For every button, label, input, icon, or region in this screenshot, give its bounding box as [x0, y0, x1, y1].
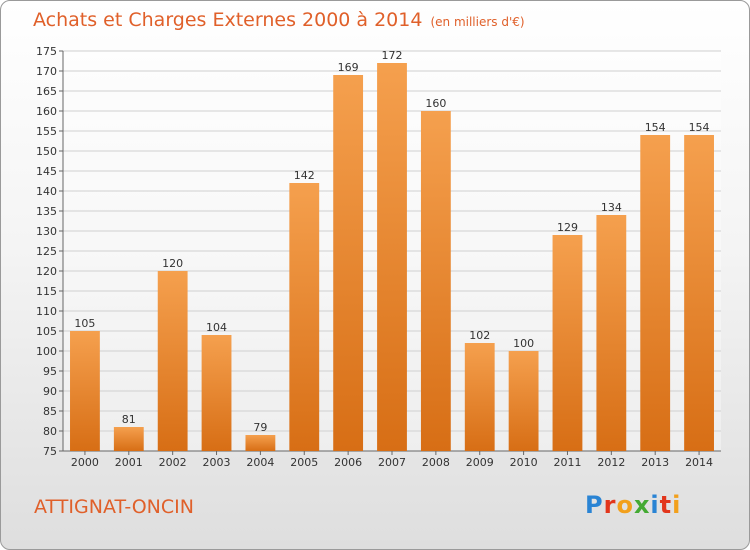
x-tick-label: 2001: [115, 456, 143, 469]
bar: [377, 63, 407, 451]
bar-value-label: 154: [689, 121, 710, 134]
bar-value-label: 102: [469, 329, 490, 342]
bar-value-label: 142: [294, 169, 315, 182]
bar-value-label: 160: [425, 97, 446, 110]
bar: [552, 235, 583, 451]
x-tick-label: 2010: [510, 456, 538, 469]
bar-value-label: 104: [206, 321, 227, 334]
bar-value-label: 81: [122, 413, 136, 426]
bar: [289, 183, 320, 451]
x-tick-label: 2012: [597, 456, 625, 469]
x-tick-label: 2013: [641, 456, 669, 469]
y-tick-label: 115: [36, 285, 57, 298]
x-tick-label: 2002: [159, 456, 187, 469]
y-tick-label: 130: [36, 225, 57, 238]
bar-value-label: 169: [338, 61, 359, 74]
bar: [508, 351, 539, 451]
y-tick-label: 150: [36, 145, 57, 158]
bar: [245, 435, 276, 451]
bar-value-label: 134: [601, 201, 622, 214]
x-tick-label: 2009: [466, 456, 494, 469]
bar: [464, 343, 495, 451]
y-tick-label: 140: [36, 185, 57, 198]
bar-value-label: 172: [382, 49, 403, 62]
y-tick-label: 125: [36, 245, 57, 258]
logo-letter: i: [672, 491, 682, 519]
y-tick-label: 120: [36, 265, 57, 278]
x-tick-label: 2005: [290, 456, 318, 469]
y-tick-label: 80: [43, 425, 57, 438]
y-tick-label: 95: [43, 365, 57, 378]
x-tick-label: 2006: [334, 456, 362, 469]
logo-letter: t: [659, 491, 673, 519]
y-tick-label: 155: [36, 125, 57, 138]
chart-title: Achats et Charges Externes 2000 à 2014 (e…: [33, 9, 525, 31]
logo-letter: o: [616, 491, 634, 519]
bar-value-label: 120: [162, 257, 183, 270]
bar: [333, 75, 364, 451]
bar: [157, 271, 188, 451]
x-tick-label: 2000: [71, 456, 99, 469]
x-tick-label: 2003: [203, 456, 231, 469]
logo-letter: r: [603, 491, 617, 519]
y-tick-label: 75: [43, 445, 57, 458]
x-tick-label: 2007: [378, 456, 406, 469]
y-tick-label: 175: [36, 45, 57, 58]
bar: [113, 427, 144, 451]
y-tick-label: 105: [36, 325, 57, 338]
bar: [201, 335, 232, 451]
y-tick-label: 110: [36, 305, 57, 318]
y-tick-label: 90: [43, 385, 57, 398]
bar-value-label: 79: [253, 421, 267, 434]
logo-letter: i: [650, 491, 660, 519]
y-tick-label: 145: [36, 165, 57, 178]
y-tick-label: 170: [36, 65, 57, 78]
bar-value-label: 154: [645, 121, 666, 134]
bar-value-label: 100: [513, 337, 534, 350]
title-text: Achats et Charges Externes 2000 à 2014: [33, 9, 423, 31]
logo-letter: x: [633, 491, 651, 519]
y-tick-label: 165: [36, 85, 57, 98]
bar: [596, 215, 627, 451]
x-tick-label: 2014: [685, 456, 713, 469]
x-tick-label: 2004: [246, 456, 274, 469]
x-tick-label: 2008: [422, 456, 450, 469]
bar-value-label: 129: [557, 221, 578, 234]
y-tick-label: 135: [36, 205, 57, 218]
logo-letter: P: [585, 491, 604, 519]
bar: [684, 135, 714, 451]
bar-value-label: 105: [74, 317, 95, 330]
bar: [70, 331, 100, 451]
y-tick-label: 100: [36, 345, 57, 358]
bar: [640, 135, 671, 451]
bar: [420, 111, 451, 451]
y-tick-label: 160: [36, 105, 57, 118]
unit-label: (en milliers d'€): [430, 15, 525, 29]
commune-name: ATTIGNAT-ONCIN: [34, 496, 194, 518]
y-tick-label: 85: [43, 405, 57, 418]
proxiti-logo: Proxiti: [585, 491, 681, 519]
x-tick-label: 2011: [553, 456, 581, 469]
